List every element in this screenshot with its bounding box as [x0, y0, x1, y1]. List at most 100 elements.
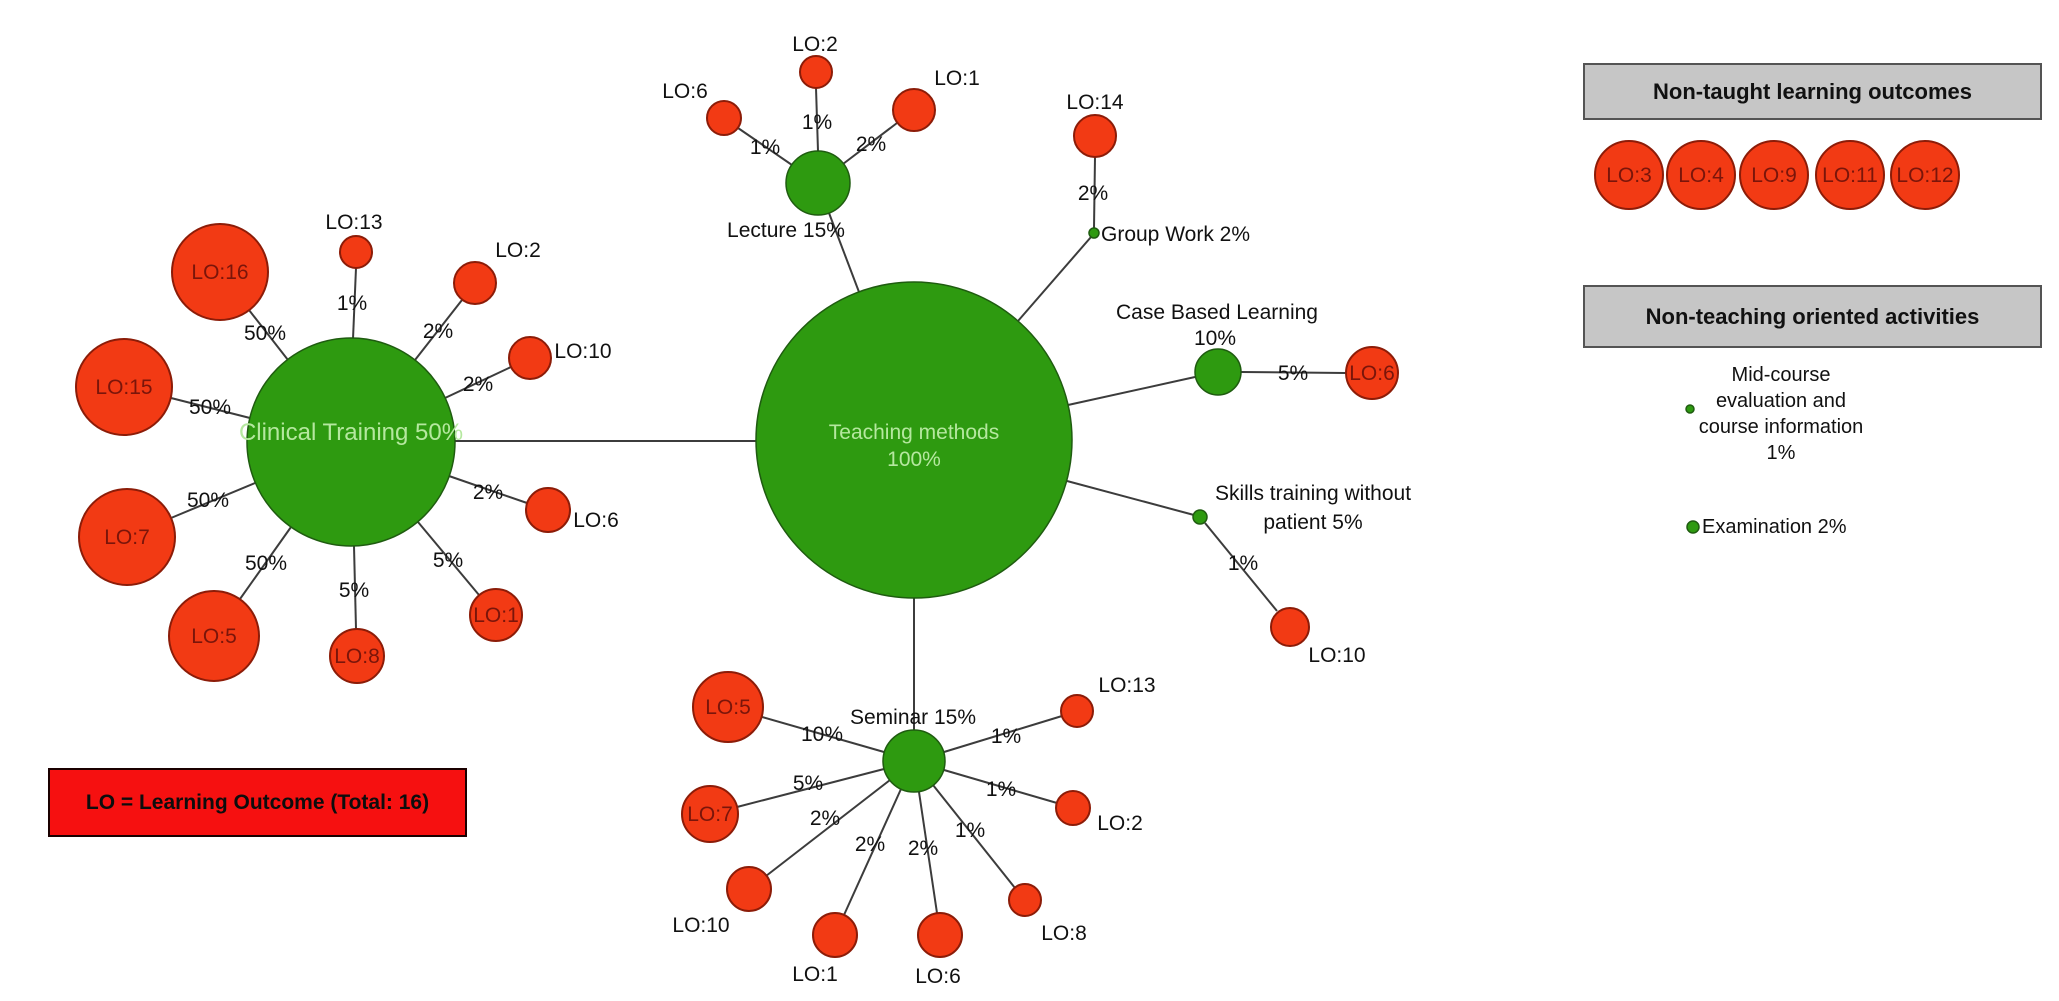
node-label-case-based-learning: 10%	[1194, 327, 1236, 350]
edge-line	[1093, 156, 1096, 229]
node-nt-lo12	[1890, 140, 1960, 210]
node-sem-lo8	[1008, 883, 1042, 917]
panel-header-non-teaching-activities: Non-teaching oriented activities	[1583, 285, 2042, 348]
node-label-case-based-learning: Case Based Learning	[1116, 301, 1318, 324]
node-label-ct-lo7: LO:7	[104, 526, 150, 549]
node-sem-lo6	[917, 912, 963, 958]
edge-weight-label: 1%	[1228, 552, 1258, 575]
node-label-lec-lo1: LO:1	[934, 67, 980, 90]
node-label-nt-lo12: LO:12	[1896, 164, 1953, 187]
node-ct-lo15	[75, 338, 173, 436]
edge-weight-label: 1%	[802, 111, 832, 134]
node-ct-lo7	[78, 488, 176, 586]
edge-line	[239, 526, 292, 600]
node-sem-lo5	[692, 671, 764, 743]
node-sem-lo13	[1060, 694, 1094, 728]
edge-line	[943, 715, 1063, 753]
node-case-based-learning	[1194, 348, 1242, 396]
edge-line	[444, 366, 512, 399]
node-gw-lo14	[1073, 114, 1117, 158]
edge-line	[761, 716, 885, 753]
node-seminar	[882, 729, 946, 793]
edge-line	[918, 791, 938, 914]
edge-line	[352, 267, 357, 340]
node-examination-dot	[1686, 520, 1700, 534]
edge-line	[1017, 236, 1092, 322]
edge-line	[248, 309, 289, 361]
node-nt-lo11	[1815, 140, 1885, 210]
node-lec-lo2	[799, 55, 833, 89]
node-sem-lo1	[812, 912, 858, 958]
node-label-seminar: Seminar 15%	[850, 706, 976, 729]
node-skills-training	[1192, 509, 1208, 525]
node-ct-lo5	[168, 590, 260, 682]
edge-line	[1067, 376, 1196, 406]
edge-weight-label: 5%	[433, 549, 463, 572]
edge-weight-label: 2%	[855, 833, 885, 856]
activity-examination-label: Examination 2%	[1702, 516, 1847, 538]
edge-line	[843, 788, 902, 916]
node-label-ct-lo10: LO:10	[554, 340, 611, 363]
legend-box: LO = Learning Outcome (Total: 16)	[48, 768, 467, 837]
node-label-ct-lo6: LO:6	[573, 509, 619, 532]
edge-weight-label: 50%	[187, 489, 229, 512]
node-label-ct-lo13: LO:13	[325, 211, 382, 234]
node-label-clinical-training: Clinical Training 50%	[239, 419, 463, 446]
node-label-ct-lo15: LO:15	[95, 376, 152, 399]
edge-weight-label: 2%	[1078, 182, 1108, 205]
node-label-ct-lo2: LO:2	[495, 239, 541, 262]
edge-weight-label: 50%	[189, 396, 231, 419]
node-ct-lo10	[508, 336, 552, 380]
node-label-lec-lo6: LO:6	[662, 80, 708, 103]
node-lec-lo1	[892, 88, 936, 132]
node-label-sem-lo10: LO:10	[672, 914, 729, 937]
node-label-cbl-lo6: LO:6	[1349, 362, 1395, 385]
node-label-sem-lo2: LO:2	[1097, 812, 1143, 835]
node-sem-lo2	[1055, 790, 1091, 826]
node-label-sem-lo1: LO:1	[792, 963, 838, 986]
node-nt-lo4	[1666, 140, 1736, 210]
edge-weight-label: 2%	[810, 807, 840, 830]
edge-line	[943, 769, 1058, 804]
node-label-teaching-methods: 100%	[887, 448, 941, 471]
edge-line	[170, 397, 251, 419]
node-label-ct-lo1: LO:1	[473, 604, 519, 627]
node-label-sem-lo8: LO:8	[1041, 922, 1087, 945]
node-label-nt-lo11: LO:11	[1822, 164, 1878, 187]
edge-line	[1240, 371, 1347, 374]
node-label-ct-lo5: LO:5	[191, 625, 237, 648]
edge-line	[828, 212, 860, 293]
edge-line	[448, 475, 528, 504]
node-label-ct-lo8: LO:8	[334, 645, 380, 668]
edge-weight-label: 5%	[1278, 362, 1308, 385]
edge-line	[765, 779, 891, 877]
node-label-skills-training: patient 5%	[1263, 511, 1362, 534]
edge-line	[815, 87, 819, 152]
edge-weight-label: 1%	[986, 778, 1016, 801]
node-sk-lo10	[1270, 607, 1310, 647]
edge-weight-label: 2%	[473, 481, 503, 504]
edge-weight-label: 1%	[750, 136, 780, 159]
edge-line	[417, 521, 480, 596]
node-label-sem-lo6: LO:6	[915, 965, 961, 988]
node-label-skills-training: Skills training without	[1215, 482, 1411, 505]
edge-weight-label: 1%	[955, 819, 985, 842]
node-label-nt-lo3: LO:3	[1606, 164, 1652, 187]
node-label-sem-lo13: LO:13	[1098, 674, 1155, 697]
edge-line	[353, 545, 357, 630]
node-midcourse-dot	[1685, 404, 1695, 414]
node-clinical-training	[246, 337, 456, 547]
activity-midcourse-evaluation-label: Mid-course evaluation and course informa…	[1698, 364, 1864, 464]
node-ct-lo16	[171, 223, 269, 321]
node-ct-lo2	[453, 261, 497, 305]
edge-line	[414, 299, 463, 361]
node-ct-lo8	[329, 628, 385, 684]
node-lec-lo6	[706, 100, 742, 136]
node-ct-lo1	[469, 588, 523, 642]
node-label-sk-lo10: LO:10	[1308, 644, 1365, 667]
edge-line	[842, 122, 898, 165]
node-label-ct-lo16: LO:16	[191, 261, 248, 284]
edge-line	[736, 768, 885, 808]
